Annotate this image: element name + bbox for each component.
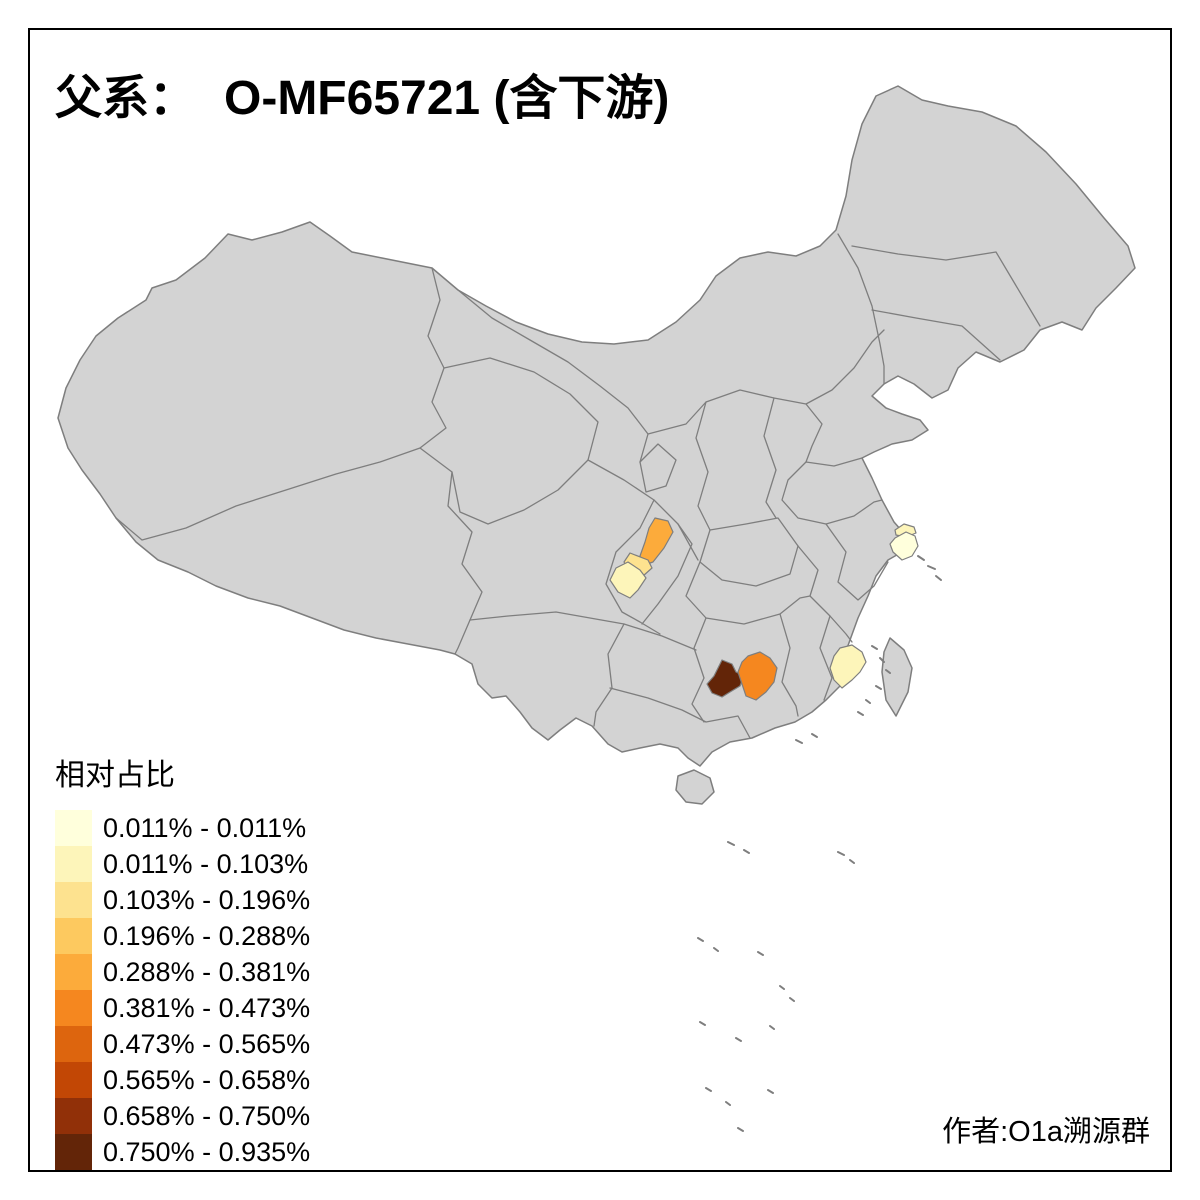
legend-swatch [55, 846, 92, 882]
legend-swatch [55, 954, 92, 990]
region-fujian-coastal [829, 644, 867, 689]
legend-label: 0.750% - 0.935% [103, 1136, 311, 1167]
hainan-island [675, 769, 715, 805]
small-islands [697, 555, 942, 1132]
legend-row: 0.565% - 0.658% [55, 1062, 310, 1098]
taiwan-island [881, 637, 913, 717]
legend-entries: 0.011% - 0.011% 0.011% - 0.103% 0.103% - 0… [55, 810, 310, 1170]
legend-row: 0.196% - 0.288% [55, 918, 310, 954]
legend-label: 0.288% - 0.381% [103, 956, 311, 987]
legend-row: 0.103% - 0.196% [55, 882, 310, 918]
legend-title: 相对占比 [55, 759, 175, 792]
region-hunan-central [737, 651, 778, 701]
legend-label: 0.565% - 0.658% [103, 1064, 311, 1095]
choropleth-regions [609, 517, 919, 701]
legend-row: 0.011% - 0.011% [55, 810, 310, 846]
title-main: O-MF65721 (含下游) [224, 72, 670, 125]
legend-row: 0.381% - 0.473% [55, 990, 310, 1026]
legend-swatch [55, 1134, 92, 1170]
legend-row: 0.473% - 0.565% [55, 1026, 310, 1062]
region-hunan-west [706, 659, 745, 698]
legend-swatch [55, 990, 92, 1026]
plot-frame [28, 28, 1172, 1172]
author-credit: 作者:O1a溯源群 [942, 1116, 1150, 1148]
legend-label: 0.196% - 0.288% [103, 920, 311, 951]
province-borders [115, 233, 1041, 739]
legend-label: 0.473% - 0.565% [103, 1028, 311, 1059]
legend-label: 0.011% - 0.103% [103, 848, 309, 879]
legend-swatch [55, 1098, 92, 1134]
legend-label: 0.103% - 0.196% [103, 884, 311, 915]
legend-row: 0.288% - 0.381% [55, 954, 310, 990]
legend-swatch [55, 810, 92, 846]
legend-row: 0.011% - 0.103% [55, 846, 310, 882]
page-title: 父系： O-MF65721 (含下游) [55, 58, 669, 128]
legend: 相对占比 0.011% - 0.011% 0.011% - 0.103% 0.103… [55, 750, 310, 1170]
legend-label: 0.381% - 0.473% [103, 992, 311, 1023]
region-shanghai [889, 531, 919, 561]
legend-label: 0.011% - 0.011% [103, 812, 307, 843]
legend-swatch [55, 918, 92, 954]
legend-swatch [55, 1062, 92, 1098]
title-prefix: 父系： [55, 73, 196, 125]
legend-swatch [55, 882, 92, 918]
legend-row: 0.658% - 0.750% [55, 1098, 310, 1134]
region-chongqing-south [609, 561, 647, 599]
legend-swatch [55, 1026, 92, 1062]
legend-label: 0.658% - 0.750% [103, 1100, 311, 1131]
legend-row: 0.750% - 0.935% [55, 1134, 310, 1170]
